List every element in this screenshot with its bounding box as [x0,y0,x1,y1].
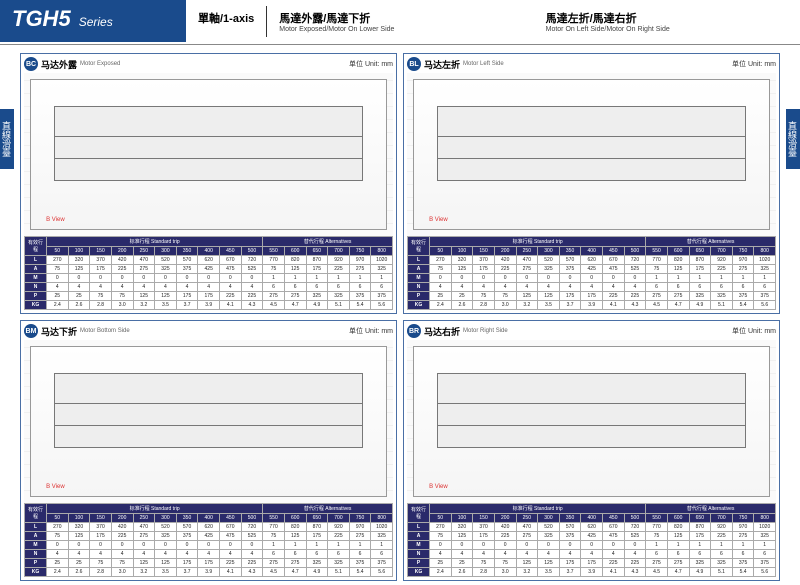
config-block-2: 馬達左折/馬達右折 Motor On Left Side/Motor On Ri… [534,6,800,37]
header-divider [0,44,800,45]
side-tab-left: 直線滑臺 [0,109,14,169]
view-annotation: B View [429,217,448,223]
quad-title: BR马达右折Motor Right Side [407,324,508,338]
view-annotation: B View [429,484,448,490]
unit-label: 单位 Unit: mm [732,59,776,69]
quad-title-cn: 马达右折 [424,325,460,338]
quad-title-cn: 马达下折 [41,325,77,338]
unit-label: 单位 Unit: mm [349,59,393,69]
technical-drawing: A-A View B View [24,73,393,236]
config-badge: BM [24,324,38,338]
view-annotation: A-A View [325,155,349,161]
model-code: TGH5 [12,6,71,32]
axis-label: 單軸/1-axis [198,10,254,26]
side-tab-right: 直線滑臺 [786,109,800,169]
axis-block: 單軸/1-axis [186,6,267,37]
header-sub: 單軸/1-axis 馬達外露/馬達下折 Motor Exposed/Motor … [186,6,800,37]
unit-label: 单位 Unit: mm [732,326,776,336]
quadrant-bc: BC马达外露Motor Exposed 单位 Unit: mm A-A View B … [20,53,397,314]
view-annotation: A-A View [325,422,349,428]
view-annotation: A-A View [708,422,732,428]
view-annotation: B View [46,484,65,490]
quadrant-bl: BL马达左折Motor Left Side 单位 Unit: mm A-A View… [403,53,780,314]
quadrant-bm: BM马达下折Motor Bottom Side 单位 Unit: mm A-A Vi… [20,320,397,581]
config2-en: Motor On Left Side/Motor On Right Side [546,26,788,33]
config-badge: BC [24,57,38,71]
quadrant-br: BR马达右折Motor Right Side 单位 Unit: mm A-A Vie… [403,320,780,581]
quad-title: BM马达下折Motor Bottom Side [24,324,130,338]
quad-title-en: Motor Bottom Side [80,328,130,334]
content-area: 直線滑臺 BC马达外露Motor Exposed 单位 Unit: mm A-A V… [0,49,800,585]
technical-drawing: A-A View B View [24,340,393,503]
unit-label: 单位 Unit: mm [349,326,393,336]
quad-title-en: Motor Right Side [463,328,508,334]
spec-table: 有效行程标准行程 Standard trip替代行程 Alternatives5… [24,503,393,577]
quad-header: BR马达右折Motor Right Side 单位 Unit: mm [407,324,776,338]
config-badge: BL [407,57,421,71]
quad-title-en: Motor Left Side [463,61,504,67]
quad-title-cn: 马达左折 [424,58,460,71]
spec-table: 有效行程标准行程 Standard trip替代行程 Alternatives5… [24,236,393,310]
quad-title-cn: 马达外露 [41,58,77,71]
title-block: TGH5 Series [0,0,186,42]
config-block-1: 馬達外露/馬達下折 Motor Exposed/Motor On Lower S… [267,6,533,37]
page-header: TGH5 Series 單軸/1-axis 馬達外露/馬達下折 Motor Ex… [0,0,800,42]
quad-title-en: Motor Exposed [80,61,120,67]
technical-drawing: A-A View B View [407,73,776,236]
view-annotation: B View [46,217,65,223]
technical-drawing: A-A View B View [407,340,776,503]
quad-header: BM马达下折Motor Bottom Side 单位 Unit: mm [24,324,393,338]
spec-table: 有效行程标准行程 Standard trip替代行程 Alternatives5… [407,236,776,310]
quad-header: BC马达外露Motor Exposed 单位 Unit: mm [24,57,393,71]
view-annotation: A-A View [708,155,732,161]
spec-table: 有效行程标准行程 Standard trip替代行程 Alternatives5… [407,503,776,577]
quad-header: BL马达左折Motor Left Side 单位 Unit: mm [407,57,776,71]
config-badge: BR [407,324,421,338]
config1-cn: 馬達外露/馬達下折 [279,10,521,26]
config1-en: Motor Exposed/Motor On Lower Side [279,26,521,33]
quadrant-grid: BC马达外露Motor Exposed 单位 Unit: mm A-A View B … [14,49,786,585]
quad-title: BC马达外露Motor Exposed [24,57,120,71]
quad-title: BL马达左折Motor Left Side [407,57,504,71]
series-label: Series [79,15,113,29]
config2-cn: 馬達左折/馬達右折 [546,10,788,26]
